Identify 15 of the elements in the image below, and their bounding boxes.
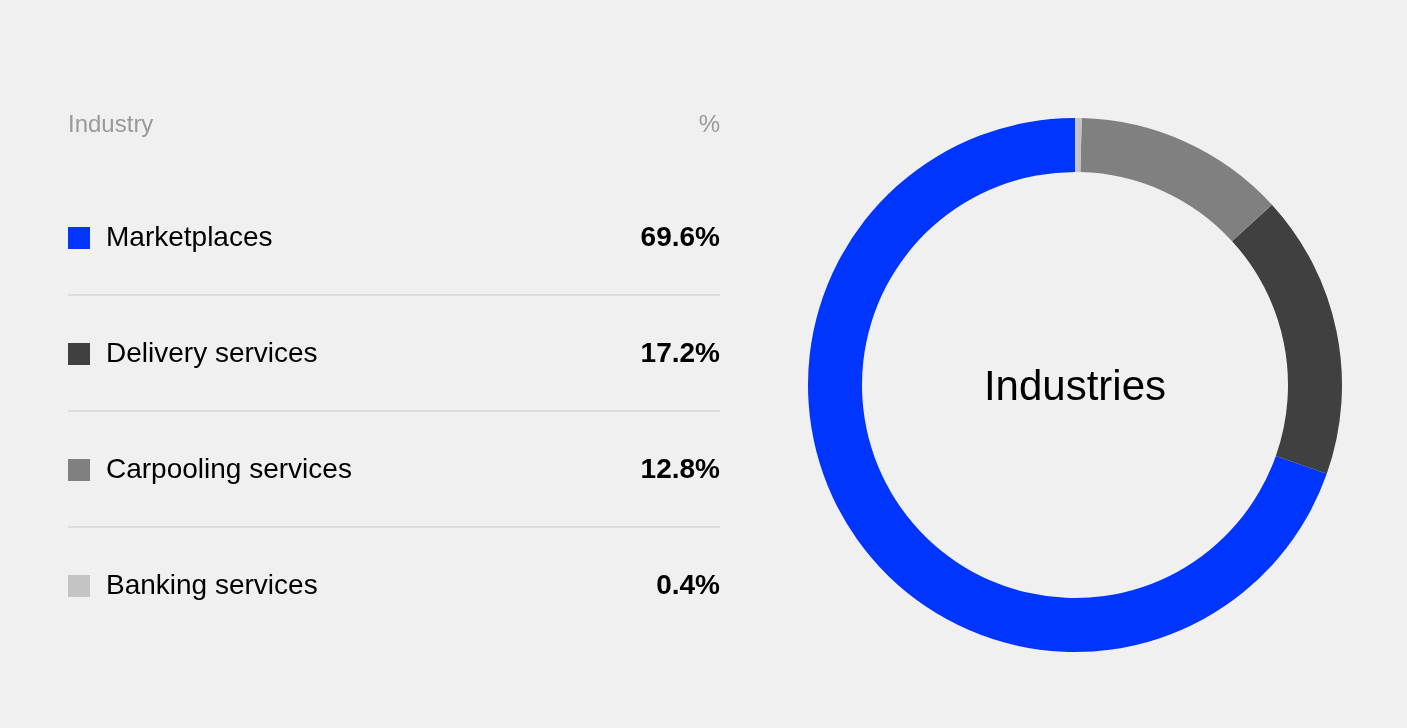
text: % [698,110,720,137]
legend-label: Marketplaces [106,221,273,252]
text: Industries [983,362,1167,409]
donut-slice [1075,118,1082,173]
data-label: 12.8% [640,453,721,484]
data-label: 69.6% [640,221,721,252]
donut-slice [808,118,1327,652]
data-label: 0.4% [656,569,721,600]
legend-label: Delivery services [106,337,318,368]
legend-title: Industry [68,110,154,137]
legend-label: Banking services [106,569,318,600]
donut-slice [1232,204,1342,474]
legend-label: Carpooling services [106,453,352,484]
donut-slice [1080,118,1272,242]
data-label: 17.2% [640,337,721,368]
